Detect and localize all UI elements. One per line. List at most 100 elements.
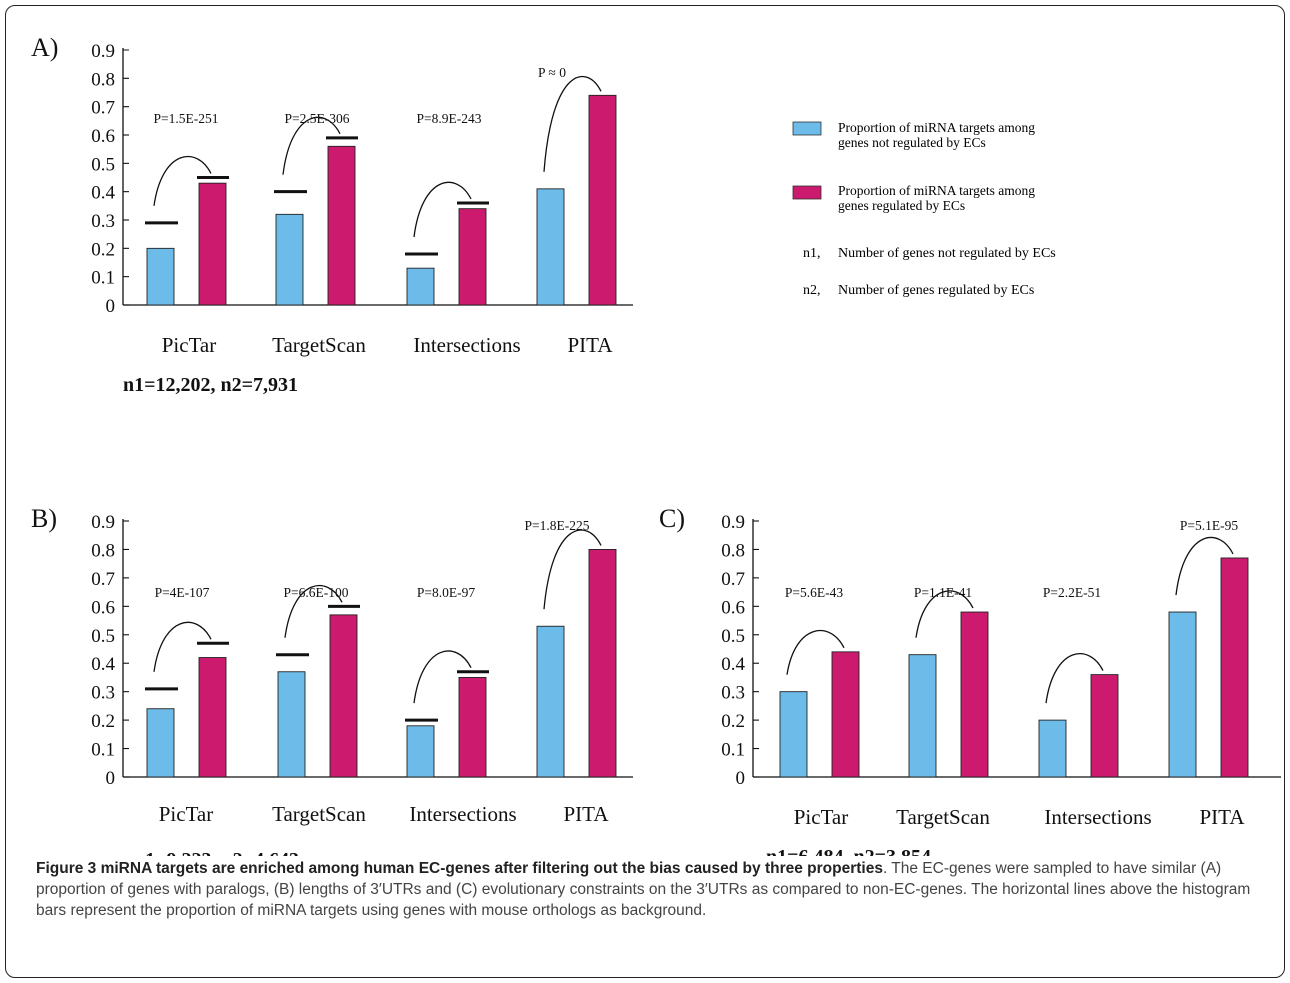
panel-b-bar-regulated (329, 614, 358, 778)
panel-b-bar-regulated (588, 548, 617, 778)
panel-c-bar-regulated (1220, 557, 1249, 778)
panel-c-y-tick-label: 0.9 (721, 512, 745, 533)
panel-c-bar-not-regulated (1038, 719, 1067, 778)
panel-a-significance-arc (543, 76, 602, 172)
legend-n1-key: n1, (803, 246, 821, 261)
legend-label-regulated-1: Proportion of miRNA targets among (838, 183, 1035, 198)
legend-label-not-regulated-1: Proportion of miRNA targets among (838, 120, 1035, 135)
panel-a-bar-regulated (458, 208, 487, 306)
panel-a-category-label: TargetScan (272, 333, 366, 357)
panel-b-category-label: TargetScan (272, 802, 366, 826)
panel-b-y-tick-label: 0.9 (91, 512, 115, 533)
panel-b-y-tick-label: 0 (106, 768, 116, 789)
panel-a-label: A) (31, 33, 58, 62)
panel-b-bar-not-regulated (146, 708, 175, 778)
panel-a-category-label: PicTar (162, 333, 217, 357)
panel-a-y-tick-label: 0.5 (91, 154, 115, 175)
panel-a-category-label: PITA (568, 333, 614, 357)
panel-b-y-tick-label: 0.4 (91, 654, 115, 675)
panel-c-p-value: P=1.1E-41 (914, 585, 972, 600)
panel-c-y-tick-label: 0 (736, 768, 746, 789)
panel-b-significance-arc (413, 650, 472, 704)
panel-c-category-label: PicTar (794, 805, 849, 829)
panel-b-label: B) (31, 504, 57, 533)
panel-c-y-tick-label: 0.5 (721, 626, 745, 647)
panel-a-significance-arc (153, 155, 212, 206)
panel-a-category-label: Intersections (413, 333, 520, 357)
panel-a-y-tick-label: 0.9 (91, 41, 115, 62)
panel-b-category-label: PITA (564, 802, 610, 826)
panel-c-y-tick-label: 0.6 (721, 597, 745, 618)
panel-b-bar-regulated (198, 657, 227, 778)
panel-a-y-tick-label: 0.8 (91, 69, 115, 90)
panel-a-y-tick-label: 0.4 (91, 183, 115, 204)
panel-c-p-value: P=5.6E-43 (785, 585, 843, 600)
panel-b-y-tick-label: 0.1 (91, 740, 115, 761)
panel-b-p-value: P=8.0E-97 (417, 585, 475, 600)
panel-c-sample-sizes: n1=6,484, n2=3,854 (766, 846, 931, 856)
panel-b-significance-arc (284, 585, 343, 638)
panel-c-bar-not-regulated (779, 691, 808, 778)
legend-n1-desc: Number of genes not regulated by ECs (838, 246, 1056, 261)
panel-b-category-label: Intersections (409, 802, 516, 826)
panel-b-p-value: P=6.6E-100 (284, 585, 349, 600)
panel-a-p-value: P=2.5E-306 (285, 111, 350, 126)
panel-c-y-tick-label: 0.2 (721, 711, 745, 732)
panel-c-y-tick-label: 0.4 (721, 654, 745, 675)
panel-c-y-tick-label: 0.8 (721, 540, 745, 561)
panel-c-p-value: P=5.1E-95 (1180, 518, 1238, 533)
panel-a-y-tick-label: 0 (106, 296, 116, 317)
panel-b-y-tick-label: 0.7 (91, 569, 115, 590)
panel-c-label: C) (659, 504, 685, 533)
panel-b-bar-not-regulated (406, 725, 435, 778)
legend-swatch-not-regulated (792, 121, 822, 136)
panel-a-bar-not-regulated (406, 267, 435, 306)
panel-c-bar-regulated (960, 611, 989, 778)
panel-a-y-tick-label: 0.3 (91, 211, 115, 232)
panel-c-significance-arc (786, 630, 845, 675)
panel-a-significance-arc (282, 116, 341, 175)
panel-c-y-tick-label: 0.3 (721, 683, 745, 704)
panel-c-category-label: PITA (1200, 805, 1246, 829)
panel-c-bar-not-regulated (1168, 611, 1197, 778)
panel-c-category-label: TargetScan (896, 805, 990, 829)
panel-a-bar-regulated (588, 94, 617, 306)
figure-caption: Figure 3 miRNA targets are enriched amon… (36, 858, 1276, 921)
panel-b-y-tick-label: 0.6 (91, 597, 115, 618)
panel-b-y-tick-label: 0.3 (91, 683, 115, 704)
panel-a-p-value: P ≈ 0 (538, 65, 566, 80)
panel-b-bar-regulated (458, 676, 487, 778)
panel-b-y-tick-label: 0.5 (91, 626, 115, 647)
panel-a-y-tick-label: 0.6 (91, 126, 115, 147)
panel-a-p-value: P=1.5E-251 (154, 111, 219, 126)
panel-c-y-tick-label: 0.1 (721, 740, 745, 761)
legend-label-not-regulated-2: genes not regulated by ECs (838, 135, 986, 150)
panel-b-bar-not-regulated (277, 671, 306, 778)
panel-c-p-value: P=2.2E-51 (1043, 585, 1101, 600)
panel-a-chart: A) 0 0.1 0.2 0.3 0.4 0.5 0.6 0.7 0.8 0.9 P=1.5E-251… (31, 33, 633, 396)
caption-text: . The EC-genes were sampled to have simi… (36, 860, 1251, 919)
panel-b-y-tick-label: 0.8 (91, 540, 115, 561)
panel-a-bar-not-regulated (146, 247, 175, 306)
panel-a-y-tick-label: 0.7 (91, 98, 115, 119)
panel-a-y-tick-label: 0.2 (91, 239, 115, 260)
panel-a-bar-not-regulated (536, 188, 565, 306)
legend-n2-key: n2, (803, 283, 821, 298)
panel-a-y-tick-label: 0.1 (91, 268, 115, 289)
panel-c-y-tick-label: 0.7 (721, 569, 745, 590)
panel-a-sample-sizes: n1=12,202, n2=7,931 (123, 374, 298, 396)
legend-n2-desc: Number of genes regulated by ECs (838, 283, 1034, 298)
panel-b-y-tick-label: 0.2 (91, 711, 115, 732)
panel-b-sample-sizes: n1=9,223, n2=4,643 (134, 849, 299, 856)
figure-canvas: A) 0 0.1 0.2 0.3 0.4 0.5 0.6 0.7 0.8 0.9 P=1.5E-251… (31, 33, 1281, 856)
figure-frame: A) 0 0.1 0.2 0.3 0.4 0.5 0.6 0.7 0.8 0.9 P=1.5E-251… (5, 5, 1285, 978)
legend: Proportion of miRNA targets among genes … (792, 120, 1056, 298)
panel-c-category-label: Intersections (1044, 805, 1151, 829)
panel-c-bar-not-regulated (908, 654, 937, 778)
panel-b-chart: B) 0 0.1 0.2 0.3 0.4 0.5 0.6 0.7 0.8 0.9 P=4E-107 Pi… (31, 504, 633, 856)
panel-a-significance-arc (413, 181, 472, 238)
panel-c-bar-regulated (831, 651, 860, 778)
panel-c-significance-arc (915, 590, 974, 638)
panel-a-p-value: P=8.9E-243 (417, 111, 482, 126)
panel-b-p-value: P=4E-107 (155, 585, 210, 600)
